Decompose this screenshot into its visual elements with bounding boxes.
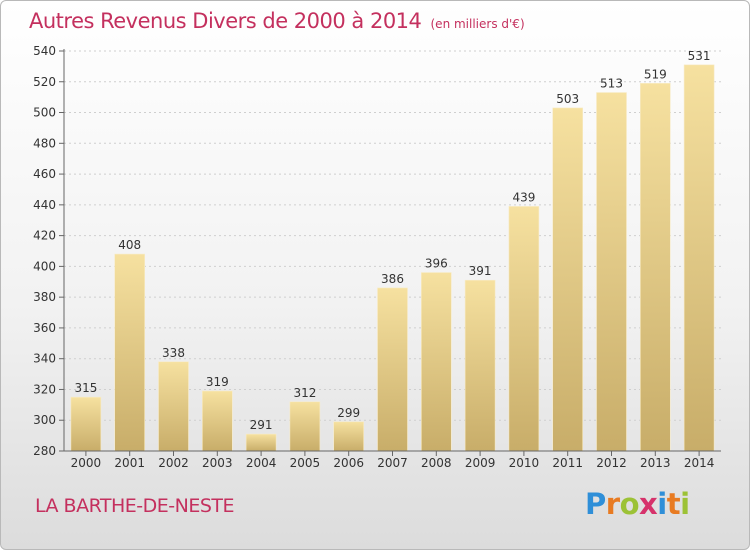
data-label: 338 bbox=[162, 346, 185, 360]
y-tick-label: 280 bbox=[33, 444, 56, 458]
logo-letter: i bbox=[680, 487, 690, 521]
commune-name: LA BARTHE-DE-NESTE bbox=[35, 495, 235, 517]
bar bbox=[158, 361, 189, 452]
chart-title-block: Autres Revenus Divers de 2000 à 2014 (en… bbox=[29, 9, 525, 33]
y-tick-label: 300 bbox=[33, 413, 56, 427]
axes bbox=[59, 49, 721, 456]
bar bbox=[552, 107, 584, 452]
x-tick-label: 2001 bbox=[114, 456, 145, 470]
logo-letter: t bbox=[666, 487, 681, 521]
bar bbox=[70, 396, 102, 452]
bar bbox=[683, 64, 715, 452]
x-tick-label: 2009 bbox=[465, 456, 496, 470]
bars bbox=[70, 64, 715, 452]
y-tick-label: 440 bbox=[33, 198, 56, 212]
bar bbox=[377, 287, 408, 452]
y-tick-label: 380 bbox=[33, 290, 56, 304]
y-tick-label: 340 bbox=[33, 352, 56, 366]
data-label: 291 bbox=[250, 418, 273, 432]
bar bbox=[596, 92, 627, 452]
x-tick-label: 2006 bbox=[333, 456, 364, 470]
logo-letter: i bbox=[657, 487, 667, 521]
x-tick-label: 2007 bbox=[377, 456, 408, 470]
y-tick-label: 320 bbox=[33, 382, 56, 396]
data-label: 386 bbox=[381, 272, 404, 286]
logo-letter: o bbox=[619, 487, 640, 521]
x-tick-label: 2013 bbox=[640, 456, 671, 470]
x-tick-label: 2010 bbox=[509, 456, 540, 470]
chart-subtitle: (en milliers d'€) bbox=[430, 17, 525, 31]
bar bbox=[114, 253, 145, 452]
x-tick-label: 2014 bbox=[684, 456, 715, 470]
bar bbox=[202, 390, 233, 452]
bar bbox=[333, 421, 365, 452]
x-tick-label: 2004 bbox=[246, 456, 277, 470]
logo-letter: r bbox=[605, 487, 620, 521]
x-tick-label: 2008 bbox=[421, 456, 452, 470]
chart-title: Autres Revenus Divers de 2000 à 2014 bbox=[29, 9, 422, 33]
labels: 280 300 320 340 360 380 400 420 440 460 480 500 520 5… bbox=[33, 44, 714, 470]
data-label: 396 bbox=[425, 257, 448, 271]
bar bbox=[289, 401, 321, 452]
logo-letter: x bbox=[639, 487, 658, 521]
y-tick-label: 420 bbox=[33, 229, 56, 243]
data-label: 408 bbox=[118, 238, 141, 252]
bar bbox=[245, 433, 277, 452]
data-label: 439 bbox=[512, 190, 535, 204]
data-label: 312 bbox=[293, 386, 316, 400]
data-label: 503 bbox=[556, 92, 579, 106]
bar bbox=[639, 83, 671, 452]
y-tick-label: 360 bbox=[33, 321, 56, 335]
data-label: 531 bbox=[688, 49, 711, 63]
data-label: 513 bbox=[600, 77, 623, 91]
y-tick-label: 500 bbox=[33, 106, 56, 120]
y-tick-label: 460 bbox=[33, 167, 56, 181]
x-tick-label: 2003 bbox=[202, 456, 233, 470]
x-tick-label: 2012 bbox=[596, 456, 627, 470]
bar bbox=[508, 206, 540, 452]
data-label: 391 bbox=[469, 264, 492, 278]
data-label: 299 bbox=[337, 406, 360, 420]
bar bbox=[464, 279, 496, 452]
logo-letter: P bbox=[585, 487, 606, 521]
y-tick-label: 400 bbox=[33, 259, 56, 273]
x-tick-label: 2000 bbox=[71, 456, 102, 470]
data-label: 315 bbox=[74, 381, 97, 395]
y-tick-label: 480 bbox=[33, 136, 56, 150]
y-tick-label: 540 bbox=[33, 44, 56, 58]
x-tick-label: 2002 bbox=[158, 456, 189, 470]
proxiti-logo: Proxiti bbox=[585, 487, 690, 521]
x-tick-label: 2011 bbox=[552, 456, 583, 470]
data-label: 319 bbox=[206, 375, 229, 389]
y-tick-label: 520 bbox=[33, 75, 56, 89]
bar bbox=[420, 272, 452, 452]
x-tick-label: 2005 bbox=[290, 456, 321, 470]
data-label: 519 bbox=[644, 67, 667, 81]
